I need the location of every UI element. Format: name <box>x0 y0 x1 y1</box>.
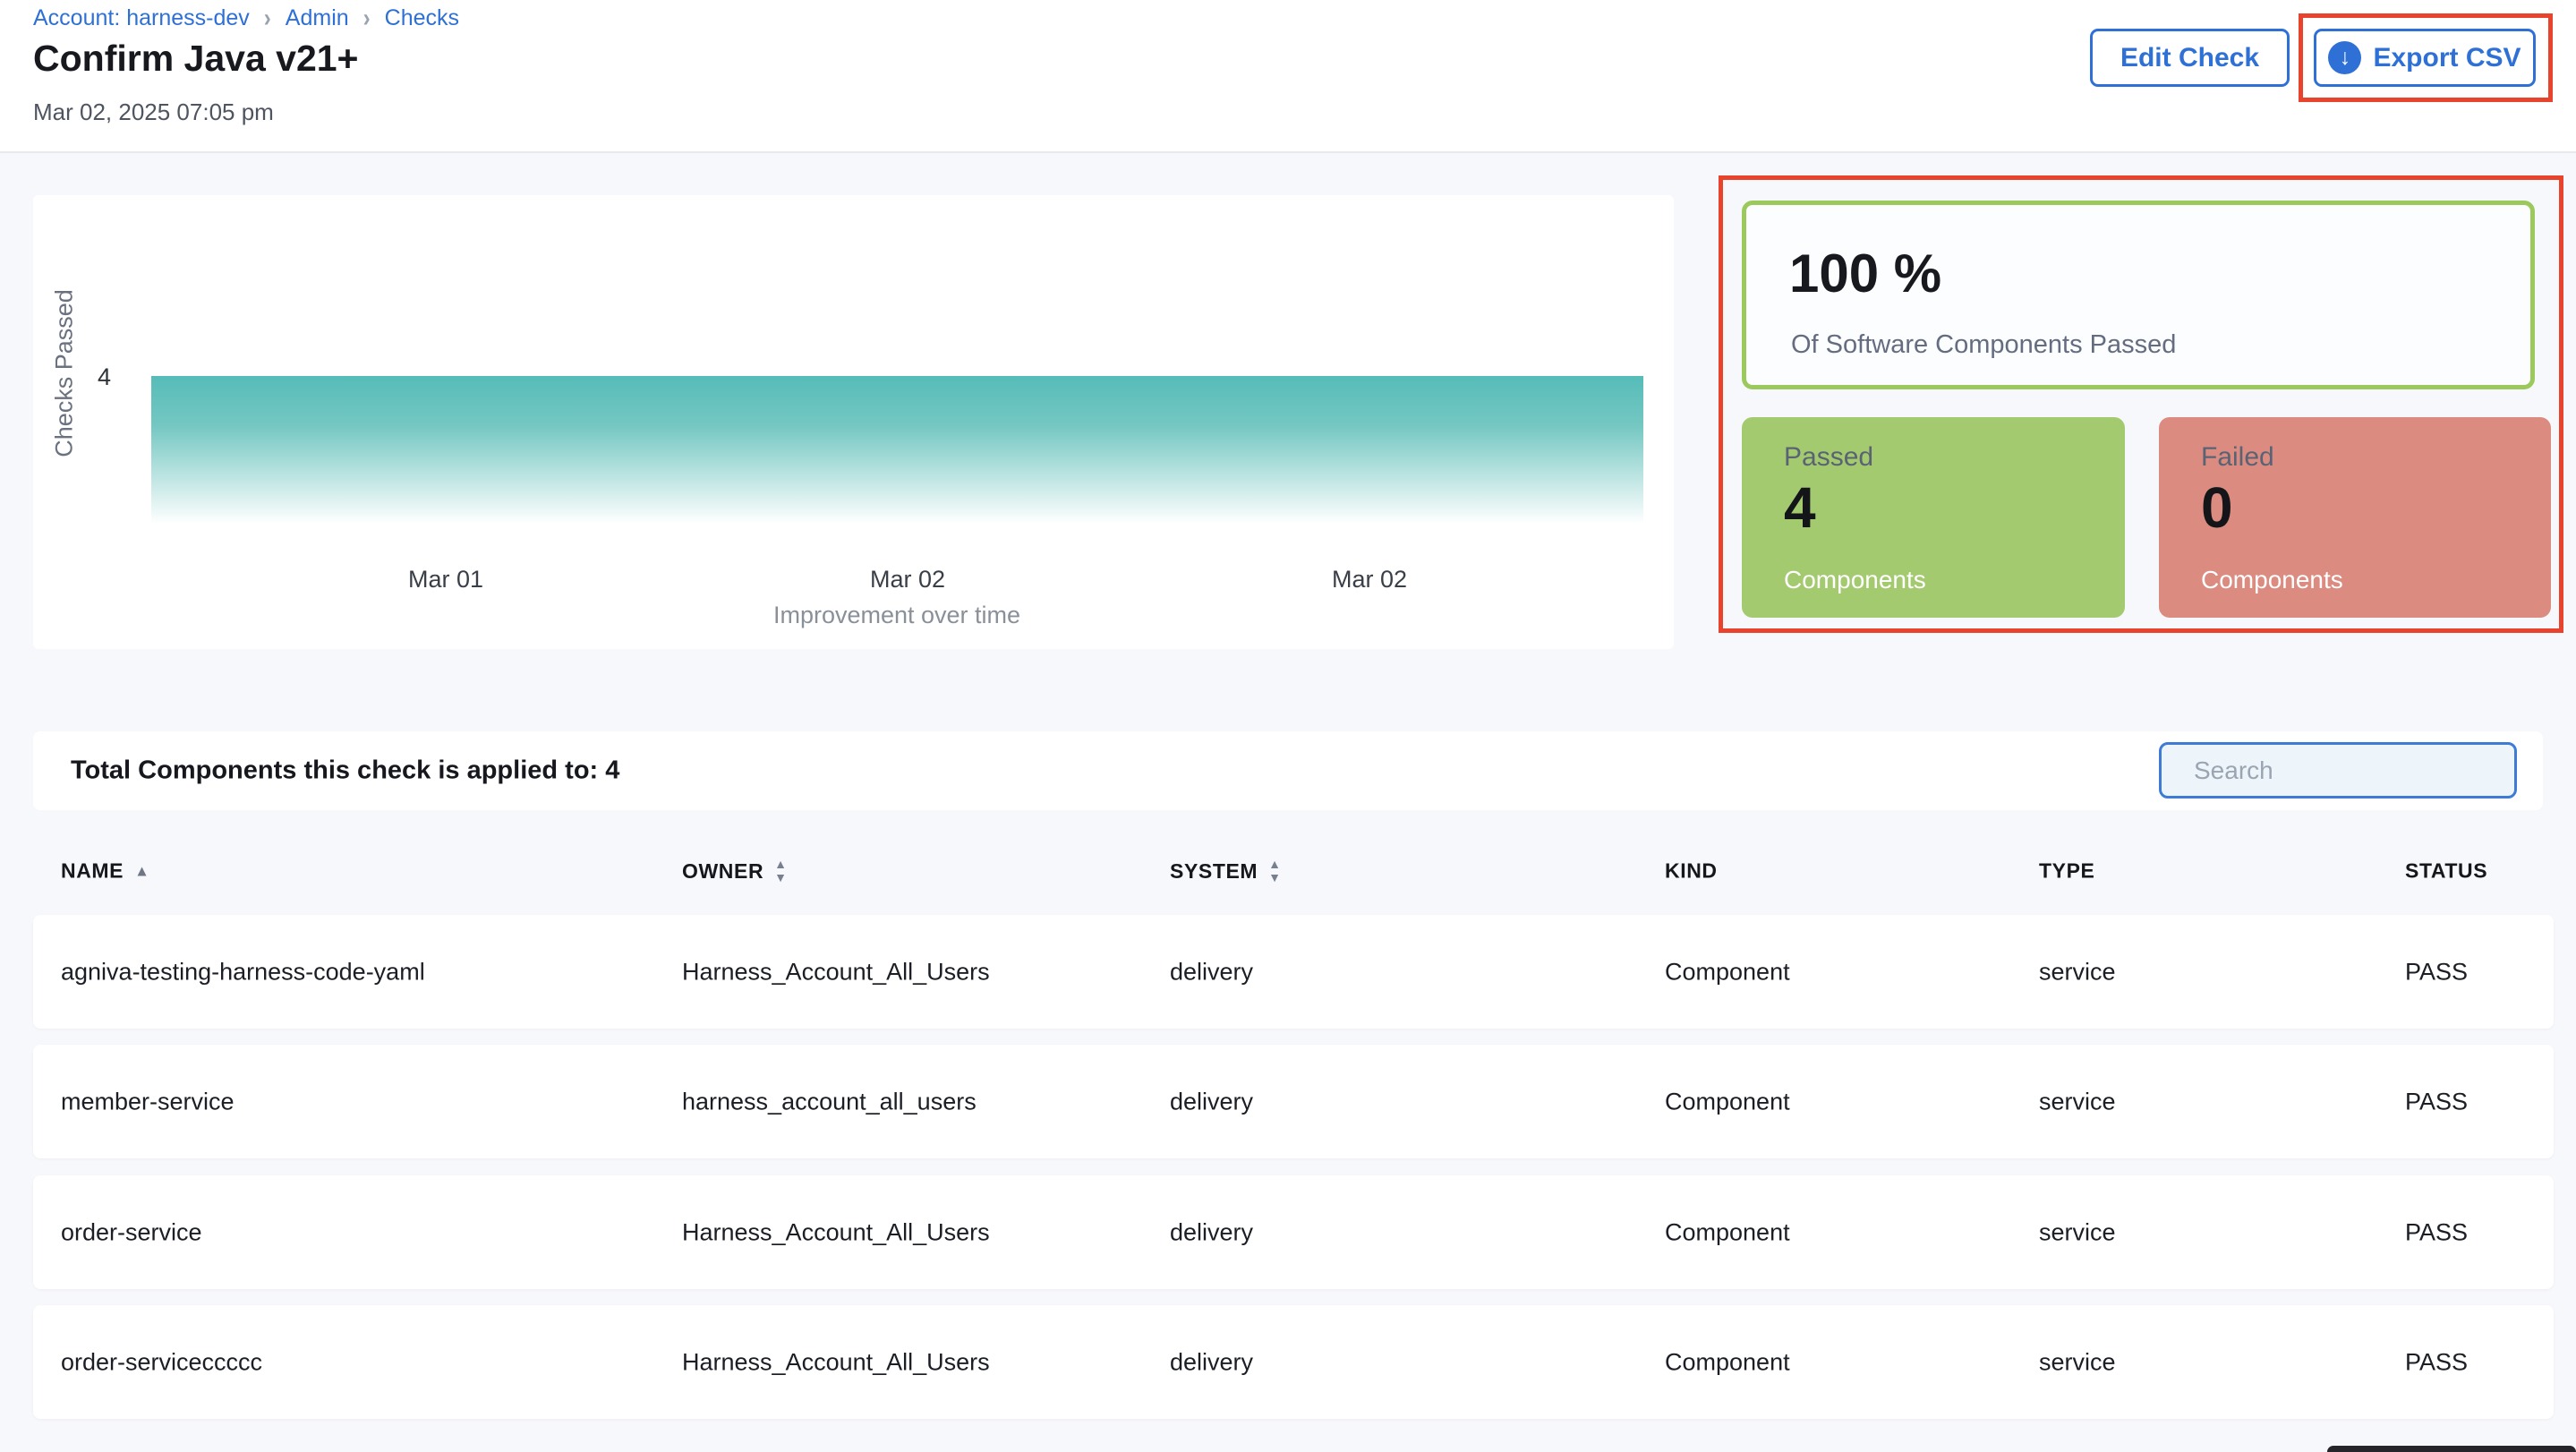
chart-y-tick: 4 <box>97 363 111 390</box>
failed-value: 0 <box>2201 475 2233 540</box>
column-header-system-label: SYSTEM <box>1170 858 1258 883</box>
chevron-right-icon: › <box>263 3 271 33</box>
top-bar: Account: harness-dev › Admin › Checks Co… <box>0 0 2576 153</box>
column-header-system[interactable]: SYSTEM ▲ ▼ <box>1170 858 1282 884</box>
passed-label: Passed <box>1784 442 1874 472</box>
export-csv-button[interactable]: ↓ Export CSV <box>2314 29 2536 87</box>
edit-check-button-label: Edit Check <box>2120 42 2260 73</box>
failed-stat-card: Failed 0 Components <box>2159 417 2551 618</box>
chart-x-tick: Mar 02 <box>1331 566 1408 593</box>
cell-name: member-service <box>61 1088 235 1115</box>
passed-stat-card: Passed 4 Components <box>1742 417 2125 618</box>
cell-status: PASS <box>2405 958 2469 985</box>
column-header-status-label: STATUS <box>2405 858 2488 883</box>
column-header-type-label: TYPE <box>2039 858 2095 883</box>
failed-label: Failed <box>2201 442 2274 472</box>
percent-passed-caption: Of Software Components Passed <box>1791 330 2177 359</box>
column-header-owner[interactable]: OWNER ▲ ▼ <box>682 858 788 884</box>
cell-owner: Harness_Account_All_Users <box>682 1348 990 1375</box>
check-timestamp: Mar 02, 2025 07:05 pm <box>33 98 274 125</box>
page-title: Confirm Java v21+ <box>33 38 359 79</box>
column-header-owner-label: OWNER <box>682 858 764 883</box>
export-csv-button-label: Export CSV <box>2373 42 2521 73</box>
cell-owner: harness_account_all_users <box>682 1088 977 1115</box>
cell-status: PASS <box>2405 1348 2469 1375</box>
table-row[interactable]: member-service harness_account_all_users… <box>33 1045 2554 1158</box>
total-components-text: Total Components this check is applied t… <box>71 756 620 785</box>
cell-kind: Component <box>1665 958 1790 985</box>
cell-system: delivery <box>1170 1218 1254 1245</box>
column-header-name-label: NAME <box>61 858 124 883</box>
chart-x-tick: Mar 01 <box>407 566 484 593</box>
sort-both-icon: ▲ ▼ <box>1268 857 1282 884</box>
table-header-row: NAME ▲ OWNER ▲ ▼ SYSTEM ▲ ▼ KIND TYPE STAT… <box>33 841 2554 901</box>
chart-area-series <box>151 376 1643 530</box>
chart-caption: Improvement over time <box>772 602 1021 628</box>
cell-type: service <box>2039 1348 2116 1375</box>
breadcrumb-admin[interactable]: Admin <box>285 5 349 30</box>
cell-type: service <box>2039 958 2116 985</box>
column-header-name[interactable]: NAME ▲ <box>61 859 150 884</box>
search-input[interactable] <box>2194 756 2517 785</box>
cell-name: order-serviceccccc <box>61 1348 263 1375</box>
cell-status: PASS <box>2405 1218 2469 1245</box>
table-row[interactable]: order-serviceccccc Harness_Account_All_U… <box>33 1305 2554 1419</box>
edit-check-button[interactable]: Edit Check <box>2090 29 2290 87</box>
sort-ascending-icon: ▲ <box>134 862 150 879</box>
column-header-status: STATUS <box>2405 859 2487 884</box>
passed-value: 4 <box>1784 475 1816 540</box>
cell-system: delivery <box>1170 1348 1254 1375</box>
cell-status: PASS <box>2405 1088 2469 1115</box>
breadcrumb-account[interactable]: Account: harness-dev <box>33 5 250 30</box>
cell-system: delivery <box>1170 1088 1254 1115</box>
bottom-right-toast-partial <box>2327 1446 2576 1452</box>
table-row[interactable]: agniva-testing-harness-code-yaml Harness… <box>33 915 2554 1029</box>
failed-unit: Components <box>2201 566 2343 594</box>
cell-kind: Component <box>1665 1088 1790 1115</box>
chart-x-tick: Mar 02 <box>869 566 946 593</box>
cell-name: agniva-testing-harness-code-yaml <box>61 958 425 985</box>
cell-name: order-service <box>61 1218 202 1245</box>
cell-kind: Component <box>1665 1218 1790 1245</box>
chevron-right-icon: › <box>363 3 371 33</box>
cell-type: service <box>2039 1218 2116 1245</box>
search-box[interactable] <box>2159 742 2517 799</box>
column-header-type: TYPE <box>2039 859 2094 884</box>
percent-passed-value: 100 % <box>1789 243 1942 303</box>
column-header-kind-label: KIND <box>1665 858 1718 883</box>
download-icon: ↓ <box>2328 41 2362 74</box>
cell-owner: Harness_Account_All_Users <box>682 958 990 985</box>
table-row[interactable]: order-service Harness_Account_All_Users … <box>33 1175 2554 1289</box>
cell-owner: Harness_Account_All_Users <box>682 1218 990 1245</box>
cell-system: delivery <box>1170 958 1254 985</box>
passed-unit: Components <box>1784 566 1926 594</box>
cell-type: service <box>2039 1088 2116 1115</box>
components-summary-bar: Total Components this check is applied t… <box>33 731 2543 810</box>
cell-kind: Component <box>1665 1348 1790 1375</box>
sort-both-icon: ▲ ▼ <box>774 857 788 884</box>
breadcrumb-checks[interactable]: Checks <box>384 5 460 30</box>
percent-passed-card: 100 % Of Software Components Passed <box>1742 201 2535 389</box>
column-header-kind: KIND <box>1665 859 1718 884</box>
breadcrumb: Account: harness-dev › Admin › Checks <box>33 3 460 33</box>
